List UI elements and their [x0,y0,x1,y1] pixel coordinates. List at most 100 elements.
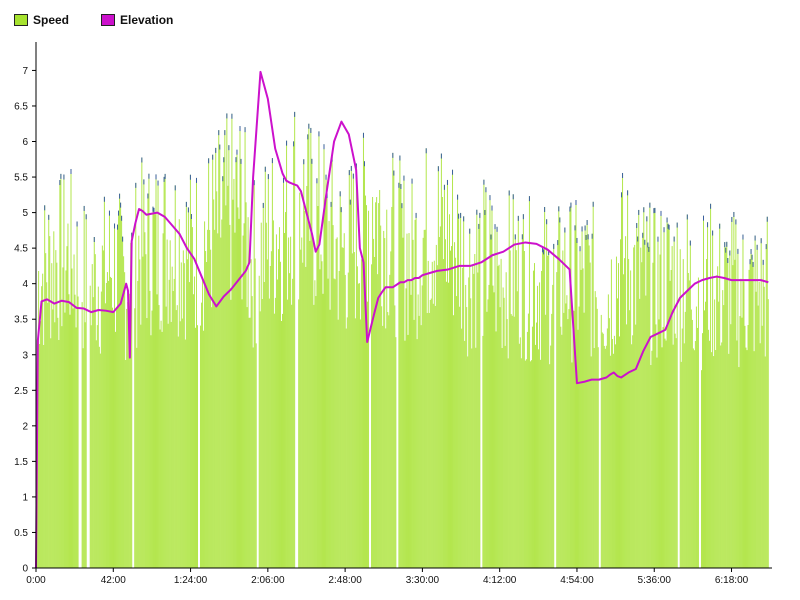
speed-bar [525,359,527,568]
speed-bar [412,239,414,569]
speed-bar [131,232,133,568]
x-tick-label: 42:00 [101,575,126,586]
speed-bar [635,324,637,568]
speed-bar-cap [719,223,721,229]
speed-bar [683,343,685,568]
speed-bar [279,261,281,568]
speed-bar [717,266,719,568]
speed-bar [591,233,593,569]
speed-bar [283,177,285,568]
speed-bar [318,131,320,568]
speed-bar [490,234,492,568]
speed-bar [722,290,724,568]
speed-bar [468,277,470,568]
speed-bar [545,314,547,568]
speed-bar-cap [215,147,217,153]
speed-bar [674,333,676,568]
speed-bar [278,227,280,568]
speed-bar [654,207,656,569]
speed-bar [543,249,545,568]
speed-bar [634,244,636,568]
speed-bar [534,263,535,568]
speed-bar-cap [155,174,157,180]
speed-bar-cap [483,179,485,185]
speed-bar [361,258,363,568]
speed-bar [605,345,607,568]
speed-bar-cap [553,243,555,249]
speed-bar [514,234,516,568]
speed-bar-cap [737,248,739,254]
speed-bar [597,347,599,568]
speed-bar [760,238,762,569]
speed-bar [342,247,344,568]
speed-bar [390,251,392,568]
speed-bar [40,321,42,568]
speed-bar [210,249,212,568]
speed-bar [527,313,529,568]
speed-bar [240,158,242,568]
speed-bar [64,312,66,568]
speed-bar-cap [574,225,576,231]
speed-bar [424,229,426,568]
speed-bar [457,194,459,568]
speed-bar [168,279,170,568]
speed-bar [153,207,155,568]
speed-bar [399,155,401,568]
speed-bar-cap [627,190,629,196]
speed-bar [502,287,504,568]
speed-bar-cap [457,194,459,200]
speed-bar [602,333,604,568]
speed-bar-cap [564,227,566,233]
speed-bar-cap [93,237,95,242]
speed-bar [130,242,132,568]
speed-bar-cap [392,152,394,158]
speed-bar [150,335,152,568]
speed-bar [146,318,148,568]
speed-bar [580,269,582,568]
speed-bar [104,303,106,568]
speed-bar-cap [591,233,593,239]
speed-bar-cap [226,113,228,119]
legend-swatch-speed [14,14,28,26]
speed-bar [735,219,737,569]
speed-bar [214,229,216,568]
speed-bar [552,284,554,568]
speed-bar-cap [303,159,305,165]
speed-bar-cap [311,158,313,164]
speed-bar [517,215,519,568]
speed-bar [439,226,441,568]
speed-bar [268,298,270,568]
speed-bar [188,282,190,568]
speed-bar-cap [293,141,295,147]
speed-bar [559,217,561,568]
speed-bar [479,212,481,568]
speed-bar [577,329,579,568]
speed-bar [113,311,114,568]
speed-bar-cap [643,207,645,213]
speed-bar [716,275,718,568]
speed-bar [556,272,558,568]
elevation-line [35,70,769,569]
speed-bar [362,132,364,568]
speed-bar [616,298,618,568]
speed-bar [588,245,590,568]
speed-bar [208,158,210,569]
speed-bar [652,262,654,568]
speed-bar-cap [425,148,427,154]
legend-item-speed[interactable]: Speed [14,13,69,27]
speed-bar [220,237,222,569]
speed-bar-cap [494,224,496,230]
speed-bar [388,315,390,568]
speed-bar-cap [398,182,400,188]
speed-bar [384,238,386,569]
speed-bar [733,211,735,569]
speed-bar [187,207,189,569]
speed-bar [669,280,671,568]
speed-bar [352,173,354,568]
speed-bar [644,239,646,568]
speed-bar [604,348,606,568]
legend-item-elevation[interactable]: Elevation [101,13,173,27]
speed-bar [542,247,544,569]
speed-bar-cap [660,210,662,216]
